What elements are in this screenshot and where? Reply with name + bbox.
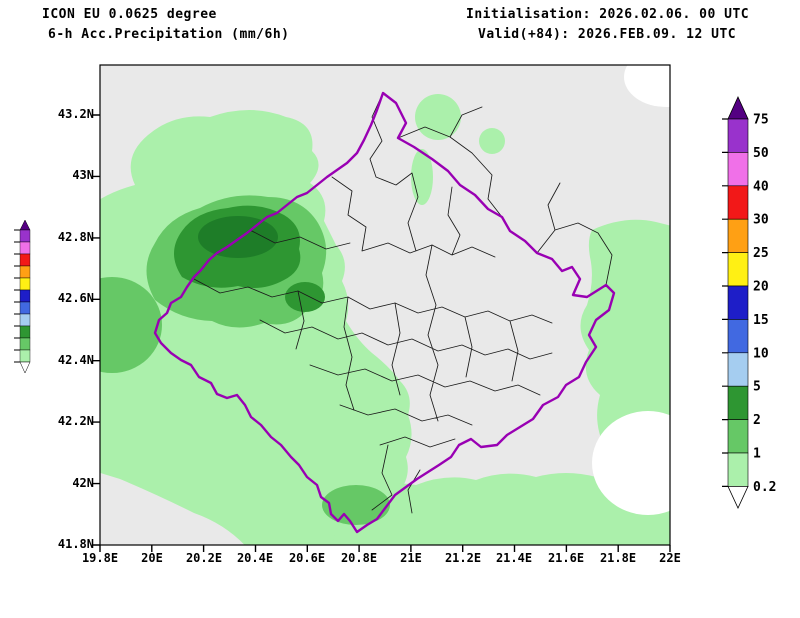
colorbar-label: 50 [753, 146, 769, 161]
precip-area-trace [624, 65, 670, 107]
mini-colorbar-segment [19, 241, 31, 255]
lon-label: 21.4E [495, 551, 533, 565]
header-init-line: Initialisation: 2026.02.06. 00 UTC [466, 7, 750, 22]
mini-colorbar [14, 219, 31, 374]
colorbar-segment [727, 218, 749, 253]
precip-area-darkest [198, 216, 278, 258]
precip-area-light [479, 128, 505, 154]
colorbar-segment [727, 352, 749, 387]
mini-colorbar-segment [19, 349, 31, 363]
mini-colorbar-segment [19, 325, 31, 339]
lat-label: 42.2N [57, 414, 94, 428]
lon-label: 21.8E [599, 551, 637, 565]
colorbar-segment [727, 152, 749, 187]
lon-label: 22E [659, 551, 681, 565]
country-border [153, 91, 616, 534]
header-valid-line: Valid(+84): 2026.FEB.09. 12 UTC [478, 27, 737, 42]
mini-colorbar-above-max-triangle [19, 219, 31, 231]
mini-colorbar-segment [19, 301, 31, 315]
colorbar-segment [727, 118, 749, 153]
colorbar-label: 1 [753, 447, 761, 462]
colorbar-segment [727, 185, 749, 220]
colorbar-label: 75 [753, 113, 769, 128]
colorbar-label: 2 [753, 413, 761, 428]
header-product-line: 6-h Acc.Precipitation (mm/6h) [48, 27, 290, 42]
precip-area-light [415, 94, 461, 140]
mini-colorbar-segment [19, 289, 31, 303]
colorbar-label: 20 [753, 280, 769, 295]
lat-label: 43N [72, 168, 94, 182]
precip-area-medium [322, 485, 390, 525]
lat-label: 42.8N [57, 230, 94, 244]
precip-area-darkest-group [198, 216, 278, 258]
lon-label: 20.2E [185, 551, 223, 565]
lon-label: 21.2E [444, 551, 482, 565]
colorbar-segment [727, 385, 749, 420]
map-clip-group [100, 65, 670, 545]
colorbar-segment [727, 419, 749, 454]
lon-label: 20.6E [288, 551, 326, 565]
mini-colorbar-below-min-triangle [19, 361, 31, 374]
colorbar-label: 40 [753, 179, 769, 194]
colorbar-label: 15 [753, 313, 769, 328]
lat-label: 42.6N [57, 291, 94, 305]
lat-label: 41.8N [57, 537, 94, 551]
colorbar-segment [727, 285, 749, 320]
lon-label: 20E [141, 551, 163, 565]
precip-area-dark [285, 282, 325, 312]
district-borders [295, 106, 613, 514]
colorbar: 75 50 40 30 25 20 15 10 5 2 1 0.2 [722, 96, 776, 509]
lon-label: 21.6E [547, 551, 585, 565]
colorbar-below-min-triangle [727, 485, 749, 509]
district-borders-group [193, 92, 613, 514]
lon-label: 20.4E [236, 551, 274, 565]
header-model-line: ICON EU 0.0625 degree [42, 7, 217, 22]
colorbar-label: 30 [753, 213, 769, 228]
map-frame [99, 64, 671, 546]
colorbar-label: 10 [753, 346, 769, 361]
precip-area-medium [100, 277, 162, 373]
colorbar-label: 0.2 [753, 480, 776, 495]
colorbar-above-max-triangle [727, 96, 749, 120]
colorbar-ticks [722, 118, 728, 487]
mini-colorbar-segment [19, 253, 31, 267]
lat-axis-ticks [93, 114, 100, 546]
mini-colorbar-segment [19, 313, 31, 327]
mini-colorbar-segment [19, 265, 31, 279]
precipitation-map [93, 64, 671, 552]
colorbar-label: 5 [753, 380, 761, 395]
mini-colorbar-segment [19, 277, 31, 291]
map-content [100, 65, 670, 545]
colorbar-segment [727, 252, 749, 287]
mini-colorbar-segment [19, 337, 31, 351]
lat-label: 42.4N [57, 353, 94, 367]
colorbar-segment [727, 319, 749, 354]
colorbar-label: 25 [753, 246, 769, 261]
precip-area-trace-group [592, 65, 670, 515]
lat-label: 43.2N [57, 107, 94, 121]
lon-label: 21E [400, 551, 422, 565]
precip-area-trace [592, 411, 670, 515]
lon-label: 20.8E [340, 551, 378, 565]
lon-axis-ticks [99, 545, 671, 552]
colorbar-segment [727, 452, 749, 487]
mini-colorbar-ticks [14, 229, 20, 363]
lon-label: 19.8E [81, 551, 119, 565]
mini-colorbar-segment [19, 229, 31, 243]
precip-area-light [331, 473, 670, 545]
district-borders [259, 244, 553, 448]
lat-label: 42N [72, 476, 94, 490]
